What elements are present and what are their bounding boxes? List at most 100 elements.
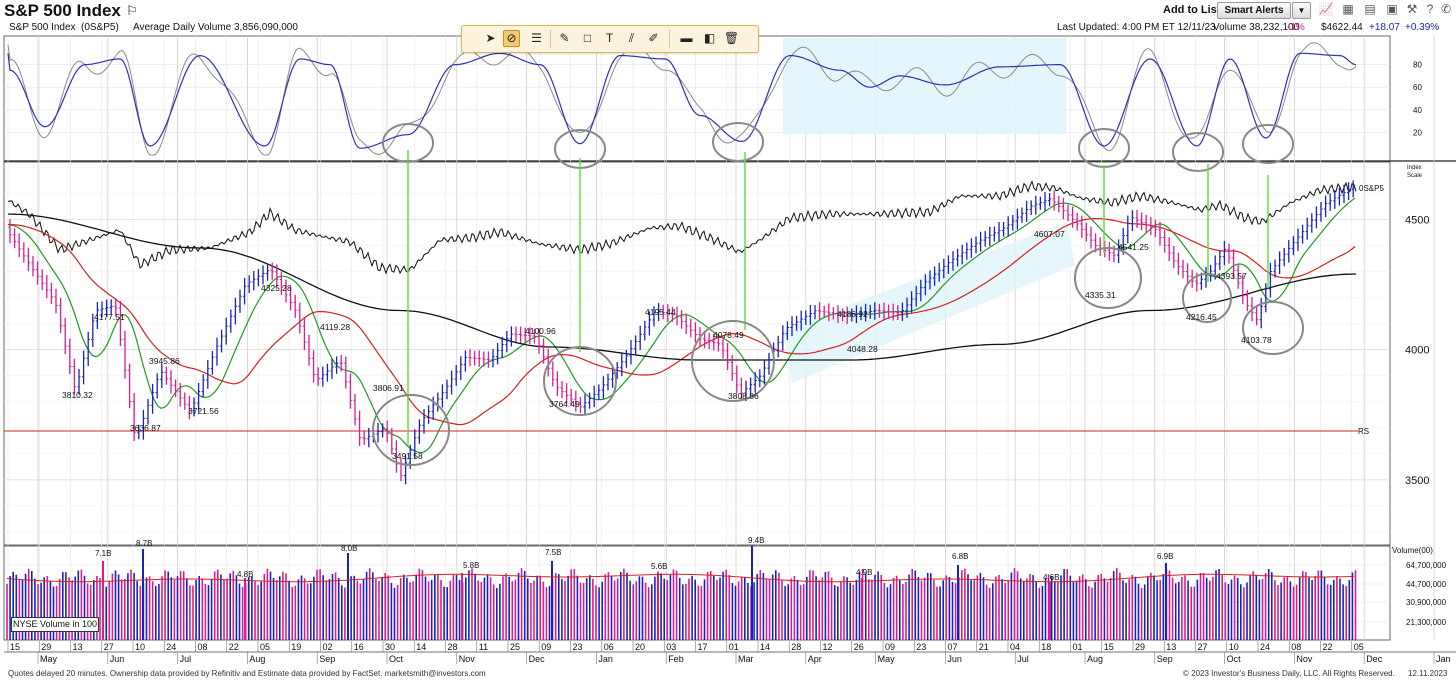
- volume-tick-label: 30,900,000: [1406, 598, 1447, 607]
- x-month-label: May: [40, 654, 58, 664]
- x-day-label: 18: [1041, 642, 1051, 652]
- draw-off-icon[interactable]: ⊘: [503, 30, 520, 47]
- volume-tick-label: 44,700,000: [1406, 580, 1447, 589]
- support-circle: [372, 394, 450, 466]
- x-day-label: 01: [1073, 642, 1083, 652]
- x-axis: 15 29 13 27 10 24 08 22 05 19 02 16 30 14 28 11 25 09 23 06…: [4, 641, 1456, 664]
- panel-frame: [3, 161, 1391, 546]
- x-day-label: 08: [198, 642, 208, 652]
- x-day-label: 14: [760, 642, 770, 652]
- panel-frame: [3, 35, 1391, 162]
- price-tick-label: 4500: [1405, 214, 1429, 226]
- rectangle-icon[interactable]: □: [583, 31, 592, 45]
- x-day-label: 28: [791, 642, 801, 652]
- index-name: S&P 500 Index: [9, 22, 76, 33]
- volume-tick-label: 64,700,000: [1406, 561, 1447, 570]
- paint-icon[interactable]: ✎: [559, 31, 570, 45]
- x-day-label: 11: [479, 642, 488, 652]
- x-day-label: 27: [1198, 642, 1208, 652]
- x-month-label: Jan: [1436, 654, 1451, 664]
- x-day-label: 23: [573, 642, 583, 652]
- trash-icon[interactable]: 🗑: [723, 31, 740, 45]
- grid-icon[interactable]: ▦: [1342, 2, 1354, 16]
- photo-icon[interactable]: ▣: [1386, 2, 1398, 16]
- volume-annotation: 8.0B: [341, 544, 357, 553]
- price-tick-label: 3500: [1405, 475, 1429, 487]
- x-day-label: 20: [635, 642, 645, 652]
- x-day-label: 09: [541, 642, 551, 652]
- price-annotation: 3721.56: [188, 406, 219, 416]
- price-value: $4622.44: [1321, 22, 1363, 33]
- x-day-label: 09: [885, 642, 895, 652]
- x-day-label: 21: [979, 642, 989, 652]
- list-icon[interactable]: ☰: [531, 31, 542, 45]
- x-day-label: 13: [1166, 642, 1176, 652]
- flag-icon[interactable]: ⚐: [126, 3, 138, 18]
- volume-panel: Volume(00) 64,700,000 44,700,000 30,900,000…: [6, 536, 1447, 640]
- x-day-label: 19: [291, 642, 301, 652]
- stoch-highlight-band: [783, 38, 1066, 134]
- volume-average-line: [6, 573, 1355, 583]
- support-circle: [543, 346, 617, 416]
- price-annotation: 3945.86: [149, 356, 180, 366]
- volume-annotation: 5.6B: [651, 562, 667, 571]
- trough-circle: [712, 122, 764, 162]
- fill-icon[interactable]: ◧: [703, 31, 716, 45]
- price-tick-label: 4000: [1405, 345, 1429, 357]
- smart-alerts-button[interactable]: Smart Alerts: [1217, 2, 1291, 19]
- chart-icon[interactable]: 📈: [1318, 2, 1334, 16]
- x-month-label: Nov: [1296, 654, 1313, 664]
- volume-annotation: 6.8B: [952, 552, 968, 561]
- x-month-label: Oct: [1227, 654, 1242, 664]
- x-month-label: Sep: [319, 654, 335, 664]
- x-month-label: Jan: [598, 654, 613, 664]
- help-icon[interactable]: ?: [1426, 2, 1434, 16]
- stoch-main-line: [7, 52, 1357, 149]
- lines-icon[interactable]: ⫽: [628, 31, 635, 45]
- x-day-label: 29: [41, 642, 51, 652]
- cursor-icon[interactable]: ➤: [485, 31, 496, 45]
- text-icon[interactable]: T: [605, 31, 614, 45]
- price-annotation: 4335.31: [1085, 290, 1116, 300]
- last-updated: Last Updated: 4:00 PM ET 12/11/23: [1057, 22, 1216, 33]
- x-month-label: Dec: [529, 654, 546, 664]
- footer-date: 12.11.2023: [1408, 669, 1448, 678]
- price-annotation: 4177.51: [94, 312, 125, 322]
- price-change: +18.07: [1369, 22, 1400, 33]
- footer: Quotes delayed 20 minutes. Ownership dat…: [0, 668, 1456, 681]
- rs-line-label: 0S&P5: [1359, 184, 1384, 193]
- ma-200-day-line: [8, 213, 1357, 361]
- price-annotation: 3636.87: [130, 423, 161, 433]
- layout-icon[interactable]: ▤: [1364, 2, 1376, 16]
- stoch-tick-label: 80: [1413, 61, 1422, 70]
- x-day-label: 22: [1323, 642, 1333, 652]
- hline-icon[interactable]: ▬: [680, 31, 693, 45]
- x-day-label: 30: [385, 642, 395, 652]
- chevron-down-icon[interactable]: ▼: [1292, 2, 1311, 19]
- rs-label: RS: [1358, 427, 1369, 436]
- support-circle: [1074, 247, 1142, 309]
- x-day-label: 24: [1260, 642, 1270, 652]
- volume-annotation: 6.9B: [1157, 552, 1173, 561]
- x-month-label: Mar: [738, 654, 754, 664]
- volume-change: -1%: [1287, 22, 1305, 33]
- x-day-label: 03: [666, 642, 676, 652]
- x-day-label: 29: [1135, 642, 1145, 652]
- x-day-label: 28: [448, 642, 458, 652]
- volume-annotation: 4.9B: [856, 568, 872, 577]
- x-day-label: 05: [1354, 642, 1364, 652]
- x-day-label: 25: [510, 642, 520, 652]
- x-month-label: Sep: [1157, 654, 1173, 664]
- x-month-label: Jun: [947, 654, 962, 664]
- phone-icon[interactable]: ✆: [1440, 2, 1452, 16]
- pen-icon[interactable]: ✐: [648, 31, 659, 45]
- chart-title: S&P 500 Index: [4, 1, 121, 20]
- price-annotation: 4541.25: [1118, 242, 1149, 252]
- price-annotation: 4119.28: [320, 322, 350, 332]
- stochastic-panel: 80 60 40 20: [7, 38, 1422, 172]
- tools-icon[interactable]: ⚒: [1406, 2, 1418, 16]
- trough-circle: [1242, 124, 1294, 164]
- price-annotation: 3491.58: [392, 451, 423, 461]
- price-annotation: 4393.57: [1216, 271, 1247, 281]
